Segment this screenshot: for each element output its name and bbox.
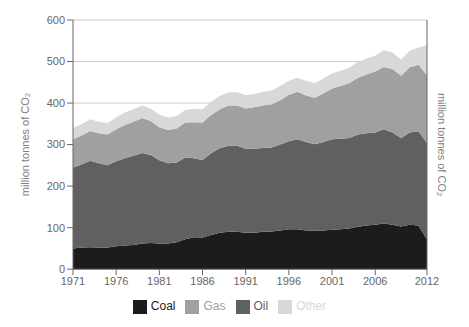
svg-text:100: 100 [47,222,65,234]
svg-text:2006: 2006 [363,275,387,287]
svg-text:million tonnes of CO₂: million tonnes of CO₂ [436,93,448,196]
html-text:Coal: Coal [150,299,176,314]
svg-text:million tonnes of CO₂: million tonnes of CO₂ [19,93,31,196]
svg-text:200: 200 [47,180,65,192]
html-text:Oil: Oil [253,299,269,314]
svg-text:1976: 1976 [104,275,128,287]
svg-text:1981: 1981 [147,275,171,287]
svg-text:600: 600 [47,14,65,26]
svg-text:400: 400 [47,97,65,109]
svg-text:1996: 1996 [277,275,301,287]
svg-text:0: 0 [59,263,65,275]
svg-text:2012: 2012 [415,275,439,287]
svg-text:1986: 1986 [190,275,214,287]
svg-text:500: 500 [47,55,65,67]
svg-text:2001: 2001 [320,275,344,287]
svg-text:300: 300 [47,138,65,150]
html-text:Other: Other [296,299,327,314]
html-text:Gas: Gas [203,299,226,314]
svg-text:1971: 1971 [61,275,85,287]
svg-text:1991: 1991 [233,275,257,287]
